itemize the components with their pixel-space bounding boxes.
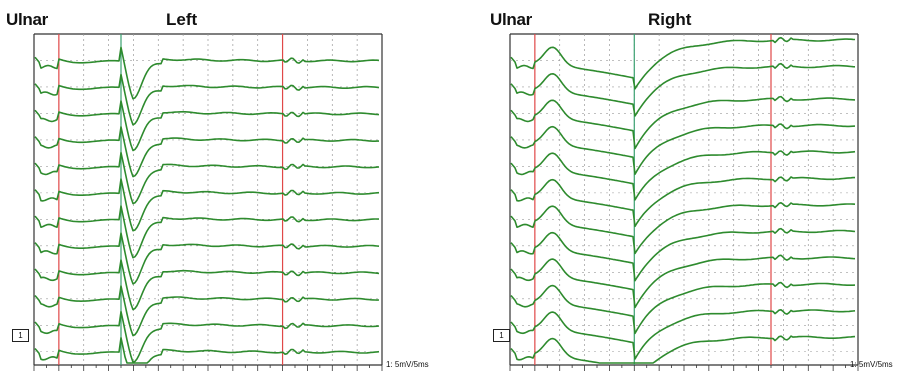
waveform-trace — [34, 336, 380, 364]
waveform-trace — [34, 285, 380, 337]
waveform-trace — [34, 178, 380, 232]
waveform-trace — [510, 36, 856, 90]
waveform-trace — [34, 46, 380, 100]
scale-label: 1: 5mV/5ms — [386, 360, 429, 369]
nerve-label: Ulnar — [490, 10, 532, 29]
channel-marker: 1 — [493, 329, 510, 342]
side-label: Right — [648, 10, 692, 29]
waveform-trace — [510, 62, 856, 117]
side-label: Left — [166, 10, 198, 29]
waveform-trace — [510, 335, 856, 364]
left-waveform-plot — [33, 33, 383, 371]
waveform-trace — [510, 227, 856, 282]
waveform-trace — [34, 205, 380, 259]
right-panel: Ulnar Right 1 1: 5mV/5ms — [482, 0, 913, 374]
waveform-trace — [34, 310, 380, 364]
waveform-trace — [510, 254, 856, 309]
waveform-trace — [510, 95, 856, 150]
waveform-trace — [510, 176, 855, 228]
waveform-trace — [34, 232, 380, 285]
right-waveform-plot — [509, 33, 859, 371]
waveform-trace — [510, 202, 856, 255]
waveform-trace — [34, 73, 380, 126]
waveform-trace — [510, 123, 856, 175]
waveform-trace — [510, 150, 856, 201]
waveform-trace — [34, 151, 380, 205]
waveform-trace — [510, 281, 856, 335]
waveform-trace — [510, 308, 856, 360]
waveform-trace — [34, 126, 379, 178]
scale-label: 1: 5mV/5ms — [850, 360, 893, 369]
waveform-trace — [34, 259, 380, 311]
channel-marker: 1 — [12, 329, 29, 342]
waveform-trace — [34, 100, 380, 152]
nerve-label: Ulnar — [6, 10, 48, 29]
left-panel: Ulnar Left 1 1: 5mV/5ms — [0, 0, 450, 374]
